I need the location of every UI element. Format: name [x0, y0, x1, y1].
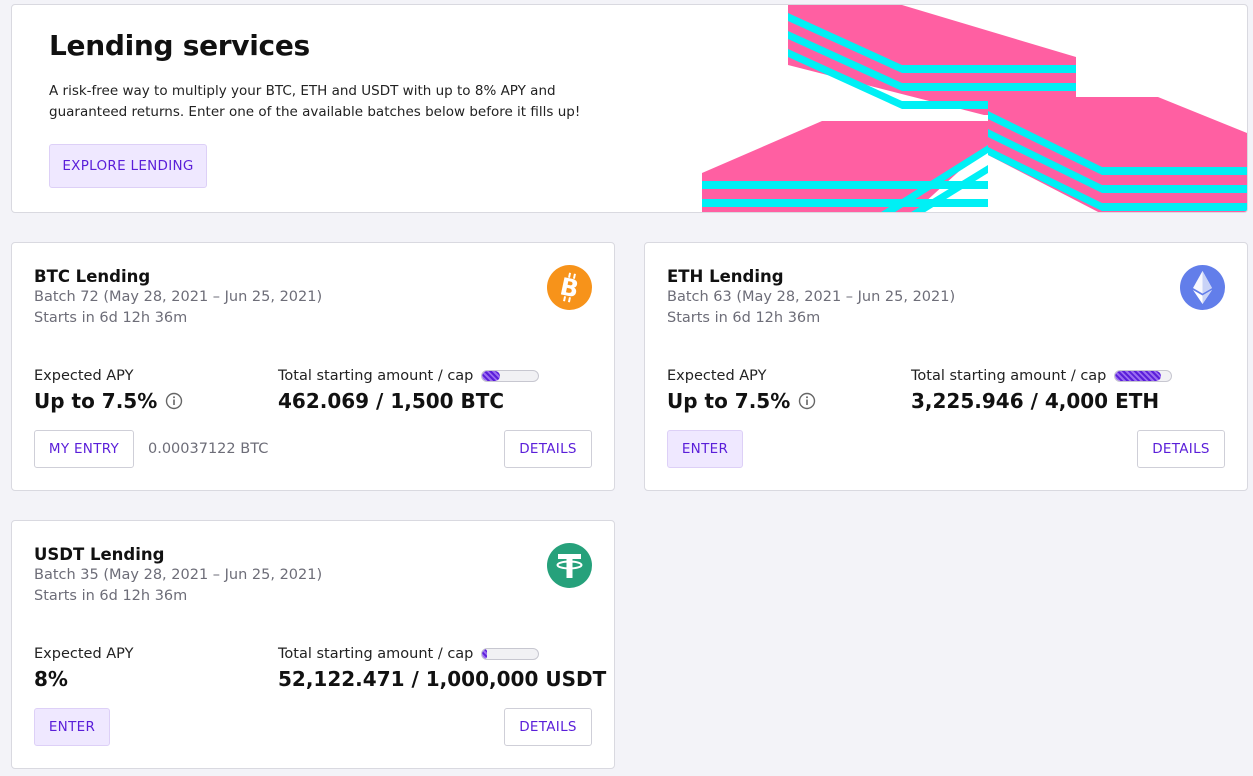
- card-batch: Batch 72 (May 28, 2021 – Jun 25, 2021): [34, 289, 323, 305]
- tether-icon: [547, 543, 592, 588]
- cap-progress-fill: [482, 371, 500, 381]
- details-button[interactable]: DETAILS: [504, 430, 592, 468]
- enter-button[interactable]: ENTER: [667, 430, 743, 468]
- amount-value: 462.069 / 1,500 BTC: [278, 389, 505, 413]
- cap-progress-fill: [1115, 371, 1161, 381]
- card-batch: Batch 35 (May 28, 2021 – Jun 25, 2021): [34, 567, 323, 583]
- card-start-countdown: Starts in 6d 12h 36m: [667, 310, 821, 326]
- page-title: Lending services: [49, 29, 310, 62]
- apy-label: Expected APY: [34, 368, 134, 384]
- card-title: ETH Lending: [667, 267, 784, 286]
- bitcoin-icon: B: [547, 265, 592, 310]
- btc-lending-card: BTC Lending Batch 72 (May 28, 2021 – Jun…: [11, 242, 615, 491]
- amount-label-text: Total starting amount / cap: [278, 646, 474, 662]
- explore-lending-button[interactable]: EXPLORE LENDING: [49, 144, 207, 188]
- apy-value-text: Up to 7.5%: [667, 389, 791, 413]
- cap-progress-bar: [481, 370, 540, 382]
- entry-amount: 0.00037122 BTC: [148, 441, 269, 457]
- apy-value: 8%: [34, 667, 68, 691]
- card-start-countdown: Starts in 6d 12h 36m: [34, 588, 188, 604]
- ethereum-icon: [1180, 265, 1225, 310]
- amount-value: 52,122.471 / 1,000,000 USDT: [278, 667, 607, 691]
- apy-value: Up to 7.5%: [667, 389, 816, 413]
- amount-label-text: Total starting amount / cap: [911, 368, 1107, 384]
- lending-hero-banner: Lending services A risk-free way to mult…: [11, 4, 1248, 213]
- amount-value: 3,225.946 / 4,000 ETH: [911, 389, 1160, 413]
- my-entry-button[interactable]: MY ENTRY: [34, 430, 134, 468]
- hero-description: A risk-free way to multiply your BTC, ET…: [49, 83, 581, 120]
- cap-progress-bar: [481, 648, 540, 660]
- amount-label: Total starting amount / cap: [278, 646, 540, 662]
- cap-progress-bar: [1114, 370, 1173, 382]
- eth-lending-card: ETH Lending Batch 63 (May 28, 2021 – Jun…: [644, 242, 1248, 491]
- card-batch: Batch 63 (May 28, 2021 – Jun 25, 2021): [667, 289, 956, 305]
- info-icon[interactable]: [165, 392, 183, 410]
- apy-value: Up to 7.5%: [34, 389, 183, 413]
- hero-decorative-art: [702, 5, 1247, 212]
- amount-label: Total starting amount / cap: [278, 368, 540, 384]
- card-title: USDT Lending: [34, 545, 165, 564]
- apy-label: Expected APY: [667, 368, 767, 384]
- card-start-countdown: Starts in 6d 12h 36m: [34, 310, 188, 326]
- amount-label-text: Total starting amount / cap: [278, 368, 474, 384]
- svg-text:B: B: [558, 272, 582, 303]
- enter-button[interactable]: ENTER: [34, 708, 110, 746]
- details-button[interactable]: DETAILS: [504, 708, 592, 746]
- usdt-lending-card: USDT Lending Batch 35 (May 28, 2021 – Ju…: [11, 520, 615, 769]
- cap-progress-fill: [482, 649, 487, 659]
- apy-value-text: Up to 7.5%: [34, 389, 158, 413]
- card-title: BTC Lending: [34, 267, 151, 286]
- amount-label: Total starting amount / cap: [911, 368, 1173, 384]
- info-icon[interactable]: [798, 392, 816, 410]
- apy-value-text: 8%: [34, 667, 68, 691]
- details-button[interactable]: DETAILS: [1137, 430, 1225, 468]
- apy-label: Expected APY: [34, 646, 134, 662]
